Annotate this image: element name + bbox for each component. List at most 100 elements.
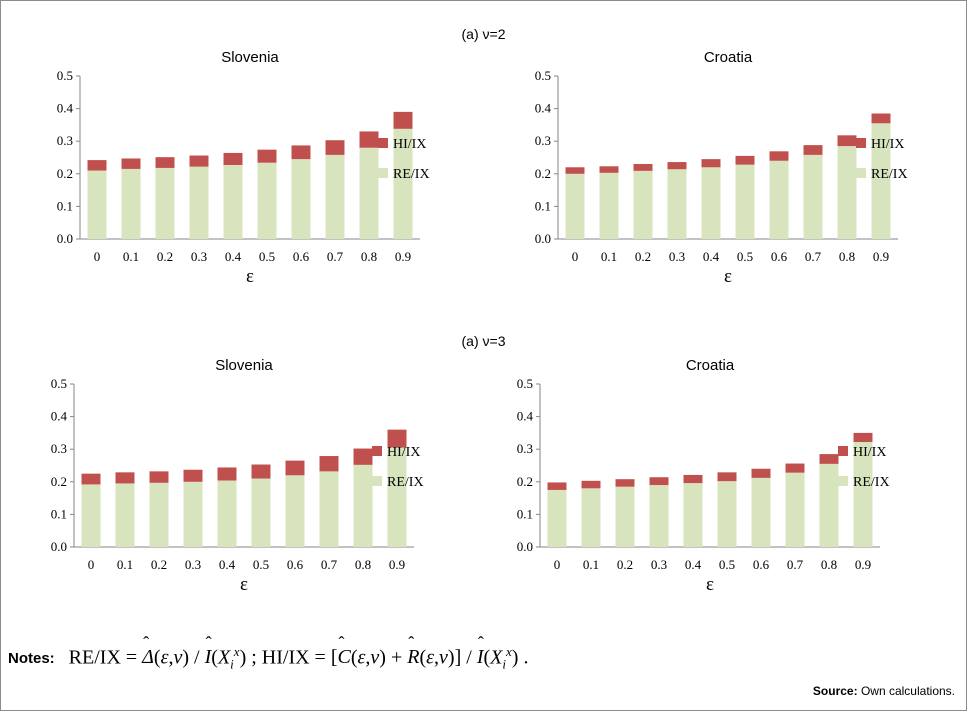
y-tick-label: 0.3 — [51, 441, 67, 456]
bar-re-ix — [751, 477, 771, 547]
y-tick-label: 0.2 — [517, 474, 533, 489]
bar-re-ix — [853, 442, 873, 547]
bar-hi-ix — [189, 155, 209, 167]
x-tick-label: 0.7 — [805, 249, 822, 264]
bar-re-ix — [81, 484, 101, 547]
x-tick-label: 0.8 — [839, 249, 855, 264]
legend-label: HI/IX — [853, 445, 886, 460]
bar-hi-ix — [853, 432, 873, 443]
legend-swatch — [372, 446, 382, 456]
x-tick-label: 0.9 — [855, 557, 871, 572]
y-tick-label: 0.5 — [517, 376, 533, 391]
x-tick-label: 0 — [94, 249, 101, 264]
bar-re-ix — [819, 463, 839, 547]
bar-re-ix — [183, 481, 203, 547]
legend-swatch — [372, 476, 382, 486]
x-tick-label: 0.4 — [225, 249, 242, 264]
bar-re-ix — [155, 167, 175, 239]
bar-hi-ix — [803, 145, 823, 155]
notes-line: Notes: RE/IX = Δ(ε,ν) / I(Xix) ; HI/IX =… — [8, 633, 529, 676]
y-tick-label: 0.4 — [51, 409, 68, 424]
source-note: Source: Own calculations. — [813, 684, 955, 698]
notes-formula: RE/IX = Δ(ε,ν) / I(Xix) ; HI/IX = [C(ε,ν… — [69, 633, 529, 673]
y-tick-label: 0.2 — [51, 474, 67, 489]
bar-hi-ix — [871, 113, 891, 124]
bar-hi-ix — [837, 135, 857, 147]
x-tick-label: 0.7 — [327, 249, 344, 264]
legend-swatch — [378, 168, 388, 178]
bar-re-ix — [149, 482, 169, 547]
bar-re-ix — [615, 486, 635, 547]
chart-title: Croatia — [686, 357, 735, 374]
legend-label: RE/IX — [853, 475, 890, 490]
x-tick-label: 0.3 — [191, 249, 207, 264]
bar-hi-ix — [87, 160, 107, 171]
x-tick-label: 0.7 — [321, 557, 338, 572]
bar-re-ix — [735, 164, 755, 239]
bar-hi-ix — [393, 111, 413, 129]
x-axis-label: ε — [240, 574, 248, 595]
x-tick-label: 0.8 — [361, 249, 377, 264]
bar-re-ix — [547, 489, 567, 547]
bar-hi-ix — [599, 166, 619, 173]
source-text: Own calculations. — [860, 684, 955, 698]
y-tick-label: 0.5 — [51, 376, 67, 391]
bar-re-ix — [837, 146, 857, 239]
chart-svg: Slovenia 0.0 0.1 0.2 0.3 0.4 0.5 0 0.1 0.2 0.3 0.4 0… — [51, 357, 424, 595]
bar-re-ix — [121, 168, 141, 239]
panel-title-nu2: (a) ν=2 — [461, 26, 506, 42]
x-tick-label: 0.2 — [635, 249, 651, 264]
legend-label: RE/IX — [871, 167, 908, 182]
bar-re-ix — [359, 147, 379, 239]
chart-slovenia-nu3: Slovenia 0.0 0.1 0.2 0.3 0.4 0.5 0 0.1 0.2 0.3 0.4 0… — [24, 352, 464, 600]
bar-hi-ix — [223, 152, 243, 165]
y-tick-label: 0.0 — [517, 539, 533, 554]
bar-re-ix — [251, 478, 271, 547]
bar-re-ix — [291, 159, 311, 239]
chart-croatia-nu2: Croatia 0.0 0.1 0.2 0.3 0.4 0.5 0 0.1 0.2 0.3 0.4 0.… — [508, 44, 948, 292]
bar-hi-ix — [319, 456, 339, 472]
bar-re-ix — [701, 167, 721, 239]
bar-re-ix — [217, 480, 237, 547]
y-tick-label: 0.1 — [535, 198, 551, 213]
y-tick-label: 0.0 — [535, 231, 551, 246]
bar-re-ix — [87, 170, 107, 239]
bar-re-ix — [717, 481, 737, 547]
chart-title: Slovenia — [215, 357, 273, 374]
y-tick-label: 0.4 — [517, 409, 534, 424]
y-tick-label: 0.4 — [535, 101, 552, 116]
bar-hi-ix — [359, 131, 379, 148]
legend-swatch — [838, 476, 848, 486]
bar-re-ix — [285, 475, 305, 547]
bar-hi-ix — [785, 463, 805, 473]
y-tick-label: 0.1 — [51, 506, 67, 521]
legend-label: RE/IX — [393, 167, 430, 182]
panel-title-nu3: (a) ν=3 — [461, 333, 506, 349]
x-tick-label: 0.6 — [293, 249, 310, 264]
legend-label: HI/IX — [393, 137, 426, 152]
x-axis-label: ε — [246, 266, 254, 287]
y-tick-label: 0.3 — [517, 441, 533, 456]
y-tick-label: 0.5 — [535, 68, 551, 83]
bar-hi-ix — [547, 482, 567, 490]
chart-title: Slovenia — [221, 49, 279, 66]
bar-hi-ix — [615, 479, 635, 487]
bar-re-ix — [319, 471, 339, 547]
y-tick-label: 0.2 — [535, 166, 551, 181]
bar-re-ix — [599, 172, 619, 239]
legend-label: RE/IX — [387, 475, 424, 490]
bar-hi-ix — [217, 467, 237, 481]
bar-hi-ix — [353, 448, 373, 465]
bar-hi-ix — [155, 157, 175, 168]
x-tick-label: 0 — [88, 557, 95, 572]
bar-re-ix — [871, 123, 891, 239]
y-tick-label: 0.3 — [535, 133, 551, 148]
formula-hi-lhs: HI/IX = — [261, 646, 326, 669]
bar-hi-ix — [291, 145, 311, 160]
y-tick-label: 0.0 — [57, 231, 73, 246]
x-tick-label: 0.3 — [651, 557, 667, 572]
x-tick-label: 0.8 — [821, 557, 837, 572]
x-axis-label: ε — [706, 574, 714, 595]
chart-title: Croatia — [704, 49, 753, 66]
